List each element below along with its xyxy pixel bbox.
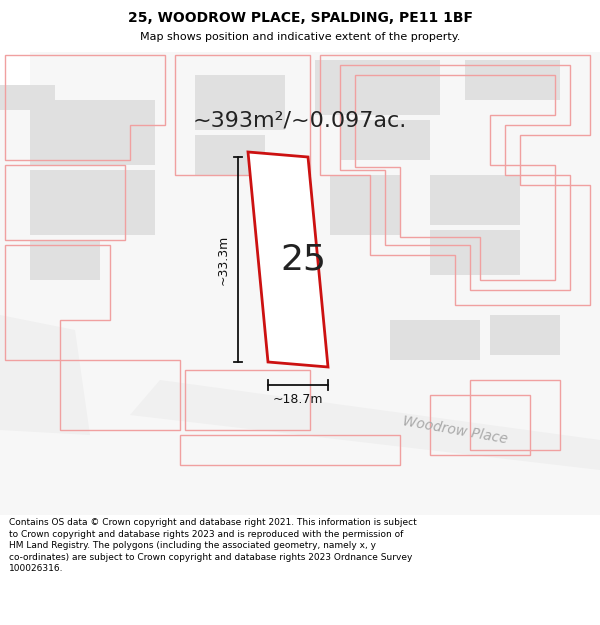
Polygon shape <box>0 52 600 515</box>
Polygon shape <box>330 175 400 235</box>
Polygon shape <box>390 320 480 360</box>
Polygon shape <box>0 315 90 435</box>
Polygon shape <box>340 120 430 160</box>
Polygon shape <box>0 85 55 110</box>
Polygon shape <box>30 240 100 280</box>
Polygon shape <box>130 380 600 470</box>
Polygon shape <box>195 75 285 130</box>
Text: ~393m²/~0.097ac.: ~393m²/~0.097ac. <box>193 110 407 130</box>
Text: Woodrow Place: Woodrow Place <box>401 414 509 446</box>
Text: ~18.7m: ~18.7m <box>273 393 323 406</box>
Polygon shape <box>490 315 560 355</box>
Text: Contains OS data © Crown copyright and database right 2021. This information is : Contains OS data © Crown copyright and d… <box>9 518 417 573</box>
Polygon shape <box>248 152 328 367</box>
Polygon shape <box>465 60 560 100</box>
Text: ~33.3m: ~33.3m <box>217 234 230 284</box>
Text: Map shows position and indicative extent of the property.: Map shows position and indicative extent… <box>140 32 460 42</box>
Polygon shape <box>430 230 520 275</box>
Polygon shape <box>315 60 440 115</box>
Polygon shape <box>195 135 265 175</box>
Polygon shape <box>30 170 155 235</box>
Text: 25: 25 <box>280 242 326 276</box>
Polygon shape <box>430 175 520 225</box>
Text: 25, WOODROW PLACE, SPALDING, PE11 1BF: 25, WOODROW PLACE, SPALDING, PE11 1BF <box>128 11 473 26</box>
Polygon shape <box>0 52 30 85</box>
Polygon shape <box>30 100 155 165</box>
